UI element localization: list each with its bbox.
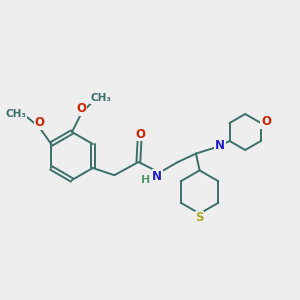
Text: O: O: [76, 102, 87, 115]
Text: CH₃: CH₃: [90, 93, 111, 103]
Text: S: S: [195, 212, 204, 224]
Text: N: N: [152, 170, 162, 183]
Text: CH₃: CH₃: [6, 109, 27, 119]
Text: O: O: [136, 128, 146, 141]
Text: O: O: [34, 116, 44, 129]
Text: O: O: [261, 115, 271, 128]
Text: H: H: [141, 175, 150, 184]
Text: N: N: [215, 139, 225, 152]
